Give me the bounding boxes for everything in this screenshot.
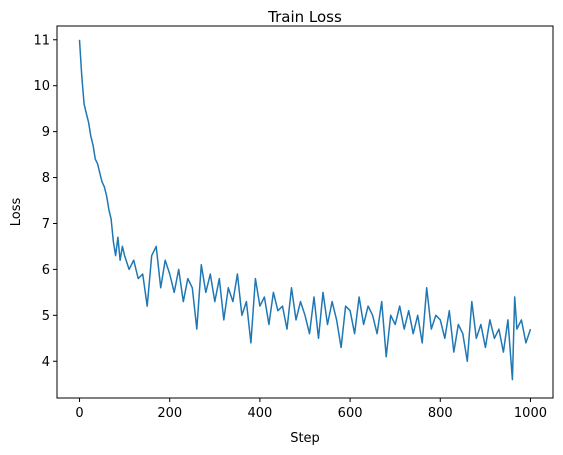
y-tick-label: 5 (42, 309, 50, 324)
x-tick-label: 200 (157, 406, 182, 421)
x-tick-label: 0 (75, 406, 83, 421)
series-line-0 (78, 39, 532, 381)
x-tick-label: 600 (338, 406, 363, 421)
chart-title: Train Loss (267, 8, 342, 26)
y-tick-label: 10 (33, 79, 50, 94)
y-axis-ticks: 4 5 6 7 8 9 10 11 (33, 33, 57, 370)
x-tick-label: 1000 (514, 406, 547, 421)
x-tick-label: 800 (428, 406, 453, 421)
y-tick-label: 7 (42, 217, 50, 232)
y-tick-label: 4 (42, 355, 50, 370)
x-axis-ticks: 0 200 400 600 800 1000 (75, 398, 547, 421)
y-axis-label: Loss (9, 198, 24, 227)
series-layer (78, 39, 532, 381)
y-tick-label: 11 (33, 33, 50, 48)
plot-area (56, 25, 554, 399)
x-tick-label: 400 (247, 406, 272, 421)
x-axis-label: Step (290, 431, 320, 446)
y-tick-label: 8 (42, 171, 50, 186)
y-tick-label: 6 (42, 263, 50, 278)
y-tick-label: 9 (42, 125, 50, 140)
